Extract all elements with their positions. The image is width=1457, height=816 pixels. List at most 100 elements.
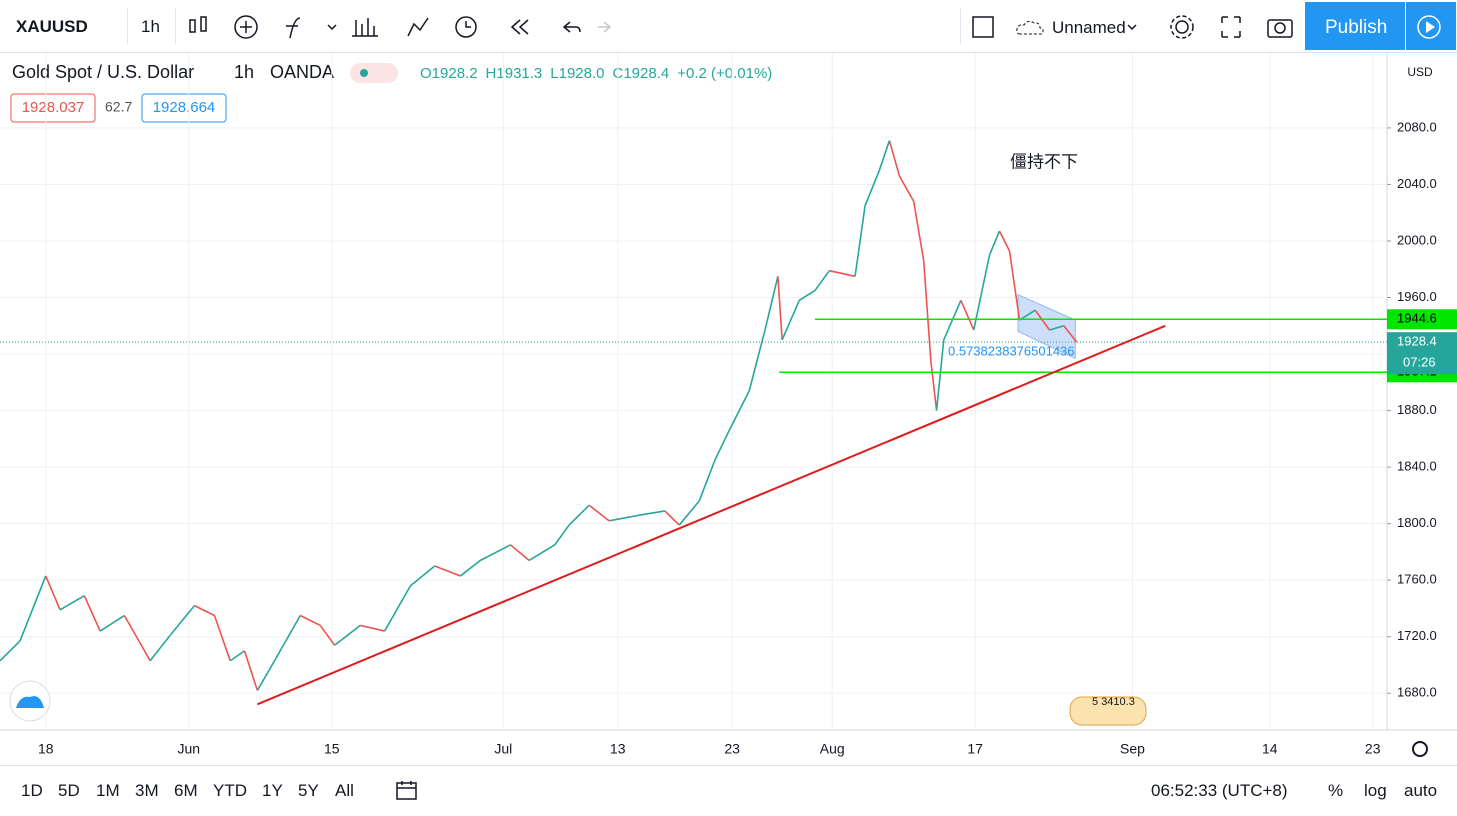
price-segment bbox=[480, 544, 511, 562]
price-segment bbox=[149, 634, 171, 662]
play-icon bbox=[1417, 15, 1441, 39]
price-segment bbox=[814, 270, 830, 291]
range-button[interactable]: 5Y bbox=[298, 781, 319, 800]
y-tick-label: 1840.0 bbox=[1397, 459, 1437, 474]
layout-name[interactable]: Unnamed bbox=[1052, 18, 1126, 37]
x-tick-label: 17 bbox=[967, 741, 983, 757]
y-tick-label: 1680.0 bbox=[1397, 685, 1437, 700]
auto-toggle[interactable]: auto bbox=[1404, 781, 1438, 800]
price-segment bbox=[528, 544, 556, 562]
x-tick-label: Sep bbox=[1120, 741, 1145, 757]
ohlc-value: L1928.0 bbox=[550, 65, 604, 82]
trendline bbox=[256, 324, 1166, 706]
range-button[interactable]: 3M bbox=[135, 781, 159, 800]
price-segment bbox=[678, 500, 700, 526]
price-segment bbox=[229, 650, 245, 662]
range-button[interactable]: 6M bbox=[174, 781, 198, 800]
toolbar-icons[interactable] bbox=[180, 10, 620, 44]
price-segment bbox=[568, 504, 590, 526]
level-label: 1944.6 bbox=[1397, 311, 1437, 326]
price-segment bbox=[764, 276, 779, 331]
legend-dot bbox=[360, 69, 368, 77]
range-button[interactable]: 1D bbox=[21, 781, 43, 800]
y-tick-label: 1720.0 bbox=[1397, 628, 1437, 643]
x-tick-label: 18 bbox=[38, 741, 54, 757]
range-button[interactable]: YTD bbox=[213, 781, 247, 800]
price-segment bbox=[972, 254, 991, 331]
action-icons[interactable] bbox=[1160, 12, 1300, 42]
bid: 1928.037 bbox=[22, 99, 85, 116]
event-badge: 5 3410.3 bbox=[1092, 696, 1135, 708]
legend-instrument: Gold Spot / U.S. Dollar bbox=[12, 62, 194, 82]
publish-button[interactable]: Publish bbox=[1305, 2, 1405, 50]
price-segment bbox=[639, 510, 666, 516]
y-tick-label: 1800.0 bbox=[1397, 515, 1437, 530]
legend-badge[interactable] bbox=[350, 63, 398, 83]
percent-toggle[interactable]: % bbox=[1328, 781, 1344, 800]
log-toggle[interactable]: log bbox=[1364, 781, 1387, 800]
range-button[interactable]: 5D bbox=[58, 781, 80, 800]
price-segment bbox=[608, 514, 640, 522]
price-segment bbox=[59, 595, 85, 611]
price-segment bbox=[360, 624, 385, 632]
interval[interactable]: 1h bbox=[141, 17, 160, 36]
ohlc-value: H1931.3 bbox=[486, 65, 543, 82]
y-tick-label: 1760.0 bbox=[1397, 572, 1437, 587]
price-segment bbox=[988, 230, 1001, 256]
price-segment bbox=[256, 660, 276, 691]
price-segment bbox=[898, 175, 915, 202]
price-segment bbox=[1019, 309, 1036, 321]
price-segment bbox=[935, 339, 945, 411]
last-price-label: 1928.4 bbox=[1397, 334, 1437, 349]
x-tick-label: 23 bbox=[1365, 741, 1381, 757]
ohlc-value: +0.2 (+0.01%) bbox=[677, 65, 772, 82]
x-tick-label: 15 bbox=[324, 741, 340, 757]
price-segment bbox=[930, 361, 938, 411]
price-segment bbox=[912, 201, 925, 261]
ask-box[interactable] bbox=[141, 93, 227, 123]
price-segment bbox=[829, 269, 856, 278]
x-tick-label: Jul bbox=[494, 741, 512, 757]
symbol[interactable]: XAUUSD bbox=[16, 17, 88, 36]
price-segment bbox=[854, 205, 866, 277]
layout-icons[interactable] bbox=[970, 12, 1140, 42]
price-segment bbox=[509, 544, 530, 562]
y-tick-label: 1880.0 bbox=[1397, 402, 1437, 417]
chart: Gold Spot / U.S. Dollar 1h OANDA 1928.03… bbox=[0, 53, 1457, 757]
clock[interactable]: 06:52:33 (UTC+8) bbox=[1151, 781, 1288, 800]
price-segment bbox=[434, 565, 461, 577]
price-segment bbox=[1008, 250, 1021, 321]
y-tick-label: 1960.0 bbox=[1397, 289, 1437, 304]
price-segment bbox=[213, 615, 231, 662]
price-segment bbox=[781, 300, 801, 341]
publish-menu[interactable] bbox=[1406, 2, 1456, 50]
x-tick-label: Aug bbox=[820, 741, 845, 757]
settings-icon[interactable] bbox=[1412, 741, 1428, 757]
x-tick-label: 14 bbox=[1262, 741, 1278, 757]
price-segment bbox=[748, 329, 766, 391]
separator bbox=[960, 8, 961, 44]
price-segment bbox=[588, 504, 610, 522]
price-segment bbox=[409, 565, 436, 587]
price-segment bbox=[19, 575, 47, 642]
price-segment bbox=[383, 585, 412, 632]
event-badge-bg bbox=[1069, 696, 1147, 726]
range-button[interactable]: 1Y bbox=[262, 781, 283, 800]
price-segment bbox=[888, 140, 901, 177]
x-tick-label: Jun bbox=[177, 741, 200, 757]
price-segment bbox=[1063, 325, 1078, 343]
price-segment bbox=[942, 300, 962, 341]
ohlc-value: O1928.2 bbox=[420, 65, 478, 82]
price-segment bbox=[554, 524, 570, 546]
spread: 62.7 bbox=[105, 99, 132, 115]
y-tick-label: 2000.0 bbox=[1397, 232, 1437, 247]
range-button[interactable]: 1M bbox=[96, 781, 120, 800]
legend-source: OANDA bbox=[270, 62, 334, 82]
range-button[interactable]: All bbox=[335, 781, 354, 800]
x-tick-label: 13 bbox=[610, 741, 626, 757]
publish-label[interactable]: Publish bbox=[1325, 17, 1388, 38]
bid-box[interactable] bbox=[10, 93, 96, 123]
goto-date-icon[interactable] bbox=[395, 779, 419, 803]
toolbar: XAUUSD 1h Unnamed Publish bbox=[0, 0, 1457, 53]
price-segment bbox=[169, 605, 196, 636]
